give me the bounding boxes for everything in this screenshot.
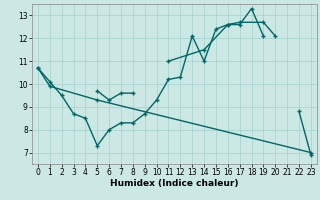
X-axis label: Humidex (Indice chaleur): Humidex (Indice chaleur) (110, 179, 239, 188)
